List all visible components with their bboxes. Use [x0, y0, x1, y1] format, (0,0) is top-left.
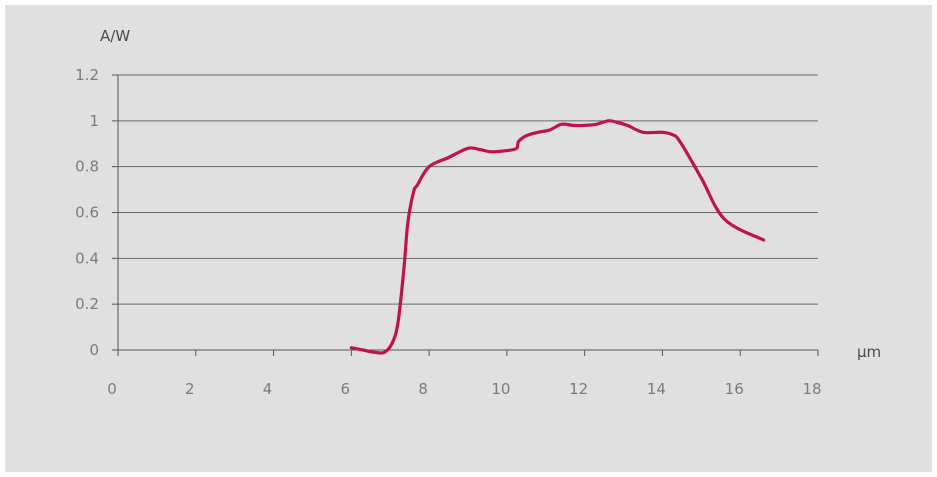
y-tick-label: 0: [89, 341, 99, 359]
x-axis-label: µm: [857, 343, 881, 361]
x-tick-label: 4: [263, 380, 273, 398]
y-tick-label: 0.2: [75, 295, 99, 313]
x-tick-label: 6: [341, 380, 351, 398]
x-tick-label: 18: [802, 380, 821, 398]
y-tick-label: 0.6: [75, 204, 99, 222]
x-tick-label: 8: [418, 380, 428, 398]
responsivity-chart: 0 0.2 0.4 0.6 0.8 1 1.2 0 2 4 6 8 10 12 14 16 18 A/W µm: [75, 27, 881, 398]
chart-panel: 0 0.2 0.4 0.6 0.8 1 1.2 0 2 4 6 8 10 12 14 16 18 A/W µm: [5, 5, 932, 472]
x-tick-label: 14: [647, 380, 666, 398]
x-tick-label: 12: [569, 380, 588, 398]
x-tick-label: 2: [185, 380, 195, 398]
y-tick-label: 0.4: [75, 249, 99, 267]
x-tick-label: 10: [491, 380, 510, 398]
x-tick-label: 16: [725, 380, 744, 398]
series-line: [349, 119, 766, 355]
x-tick-label: 0: [107, 380, 117, 398]
y-axis-label: A/W: [100, 27, 130, 45]
y-tick-label: 0.8: [75, 158, 99, 176]
y-tick-label: 1.2: [75, 66, 99, 84]
y-tick-label: 1: [89, 112, 99, 130]
